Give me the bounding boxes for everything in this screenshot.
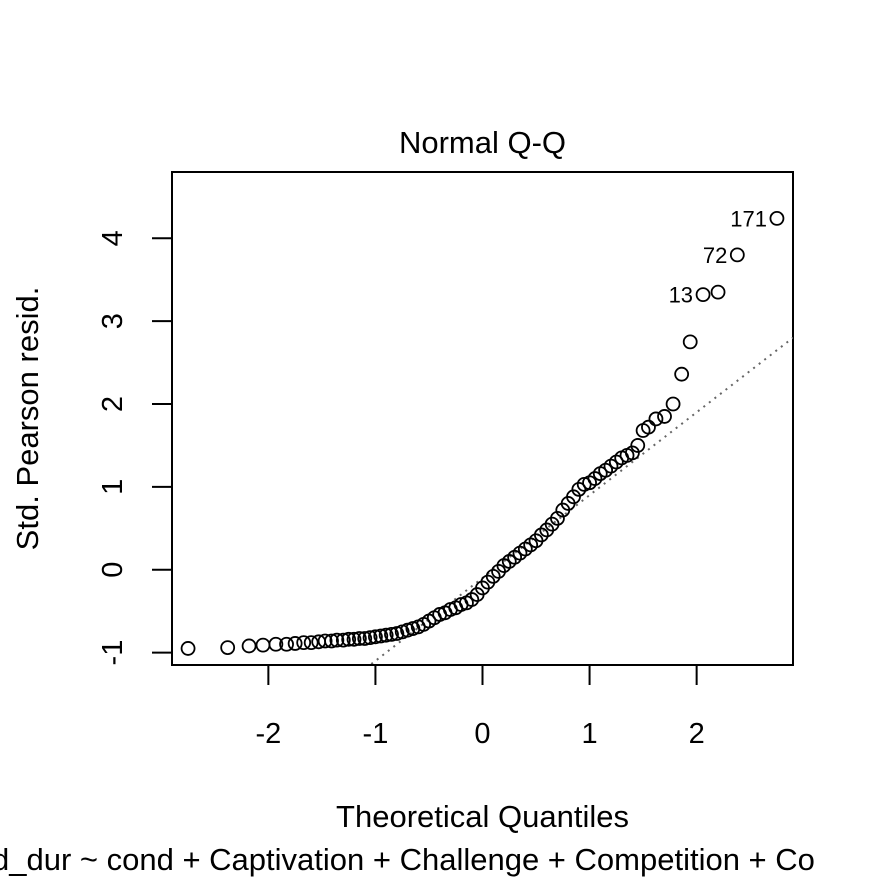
data-point bbox=[351, 631, 367, 646]
model-formula-caption: d_dur ~ cond + Captivation + Challenge +… bbox=[0, 842, 815, 877]
data-point bbox=[571, 481, 587, 497]
point-label: 72 bbox=[703, 243, 727, 268]
data-point bbox=[241, 638, 257, 654]
data-point bbox=[296, 635, 312, 651]
y-axis-title: Std. Pearson resid. bbox=[10, 287, 45, 551]
data-point bbox=[303, 635, 319, 651]
data-point bbox=[279, 636, 294, 652]
data-point bbox=[287, 636, 303, 651]
data-point bbox=[710, 284, 726, 300]
data-point bbox=[641, 419, 656, 435]
data-point bbox=[533, 527, 549, 543]
x-axis: -2 -1 0 1 2 bbox=[255, 664, 705, 750]
y-tick-label: 0 bbox=[97, 562, 129, 578]
data-point bbox=[587, 471, 603, 486]
data-point bbox=[180, 641, 196, 656]
data-point bbox=[317, 633, 333, 649]
data-point bbox=[346, 631, 362, 647]
data-point bbox=[695, 287, 711, 303]
data-point bbox=[357, 631, 373, 646]
data-point bbox=[485, 568, 501, 584]
data-point bbox=[624, 445, 640, 461]
x-tick-label: -1 bbox=[363, 718, 389, 750]
y-tick-label: 1 bbox=[97, 479, 129, 495]
data-point bbox=[341, 631, 357, 647]
data-point bbox=[335, 632, 351, 648]
data-point bbox=[464, 592, 480, 607]
y-tick-label: 3 bbox=[97, 313, 129, 329]
data-point bbox=[378, 627, 394, 643]
y-axis: -1 0 1 2 3 4 bbox=[97, 230, 173, 666]
data-point bbox=[362, 630, 378, 646]
y-tick-label: -1 bbox=[97, 640, 129, 666]
data-point bbox=[268, 636, 284, 652]
data-point bbox=[566, 489, 581, 505]
data-point bbox=[674, 366, 690, 382]
x-tick-label: 2 bbox=[689, 718, 705, 750]
data-point bbox=[657, 409, 672, 424]
y-tick-label: 2 bbox=[97, 396, 129, 412]
data-point bbox=[729, 247, 745, 263]
data-point bbox=[373, 628, 389, 644]
data-point bbox=[368, 629, 383, 645]
data-point bbox=[630, 438, 646, 453]
data-point bbox=[220, 640, 236, 655]
point-label: 13 bbox=[669, 283, 693, 308]
y-tick-label: 4 bbox=[97, 230, 129, 246]
x-tick-label: 0 bbox=[474, 718, 490, 750]
chart-title: Normal Q-Q bbox=[399, 125, 566, 160]
data-point bbox=[324, 633, 339, 649]
data-point bbox=[769, 210, 785, 226]
x-tick-label: -2 bbox=[255, 718, 281, 750]
data-point bbox=[384, 626, 399, 642]
data-point bbox=[255, 637, 271, 653]
data-point bbox=[665, 396, 681, 412]
x-tick-label: 1 bbox=[581, 718, 597, 750]
point-label: 171 bbox=[730, 206, 767, 231]
x-axis-title: Theoretical Quantiles bbox=[336, 799, 629, 834]
data-point bbox=[648, 411, 664, 427]
data-point bbox=[329, 632, 345, 648]
data-point bbox=[682, 334, 698, 350]
